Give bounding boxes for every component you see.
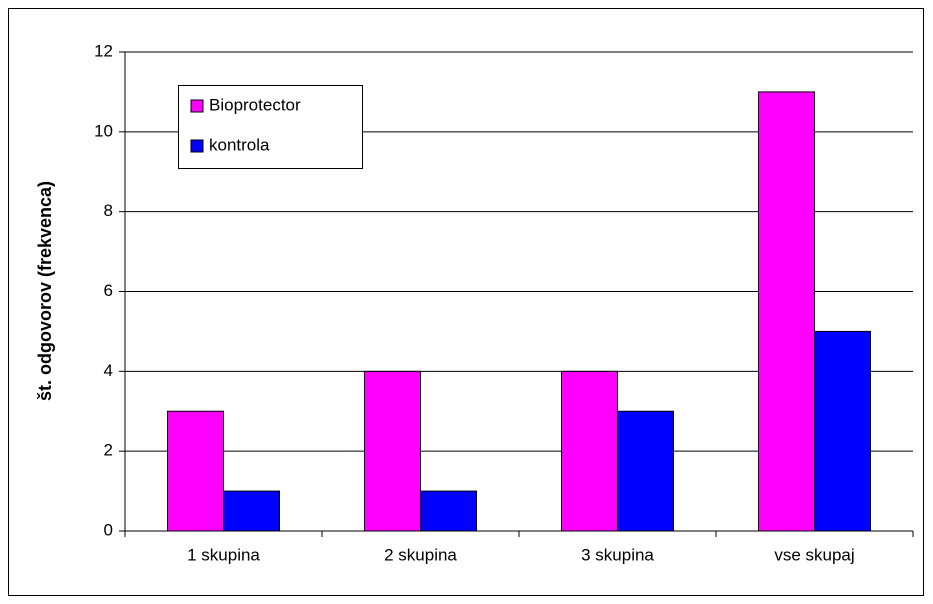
- x-tick-label: vse skupaj: [774, 545, 854, 564]
- bar: [167, 410, 224, 532]
- x-tick-label: 3 skupina: [581, 545, 654, 564]
- y-tick-label: 6: [104, 281, 113, 300]
- legend-swatch: [190, 99, 204, 113]
- bar: [223, 490, 280, 532]
- bar: [617, 410, 674, 532]
- legend-label: kontrola: [209, 135, 270, 154]
- x-tick-label: 1 skupina: [187, 545, 260, 564]
- bar: [758, 91, 815, 532]
- y-tick-label: 12: [94, 41, 113, 60]
- y-tick-label: 4: [104, 361, 113, 380]
- legend-box: [178, 85, 363, 169]
- y-axis-label: št. odgovorov (frekvenca): [35, 181, 55, 401]
- bar: [364, 370, 421, 532]
- bar: [420, 490, 477, 532]
- y-tick-label: 0: [104, 520, 113, 539]
- legend-swatch: [190, 139, 204, 153]
- x-tick-label: 2 skupina: [384, 545, 457, 564]
- y-tick-label: 8: [104, 201, 113, 220]
- legend-label: Bioprotector: [209, 95, 301, 114]
- y-tick-label: 10: [94, 121, 113, 140]
- y-tick-label: 2: [104, 441, 113, 460]
- bar: [561, 370, 618, 532]
- legend: Bioprotector kontrola: [178, 85, 363, 169]
- bar: [814, 330, 871, 532]
